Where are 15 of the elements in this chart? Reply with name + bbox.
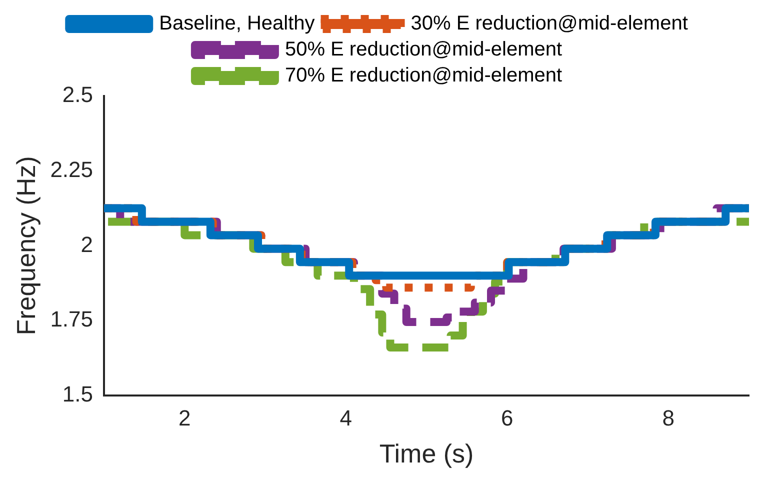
x-tick-label: 4: [340, 406, 352, 431]
x-tick-label: 8: [662, 406, 674, 431]
y-tick-label: 2.5: [62, 82, 94, 108]
legend-label: 70% E reduction@mid-element: [284, 64, 562, 87]
y-axis-title: Frequency (Hz): [10, 156, 41, 336]
x-tick-label: 2: [178, 406, 191, 431]
y-tick-label: 1.5: [62, 381, 94, 406]
legend-label: 30% E reduction@mid-element: [410, 12, 688, 35]
x-axis-title: Time (s): [379, 438, 474, 469]
legend-label: 50% E reduction@mid-element: [284, 38, 562, 61]
y-tick-label: 1.75: [50, 306, 94, 332]
y-tick-label: 2: [80, 232, 94, 257]
x-tick-label: 6: [501, 406, 514, 431]
legend-label: Baseline, Healthy: [159, 12, 315, 35]
y-tick-label: 2.25: [50, 156, 94, 182]
